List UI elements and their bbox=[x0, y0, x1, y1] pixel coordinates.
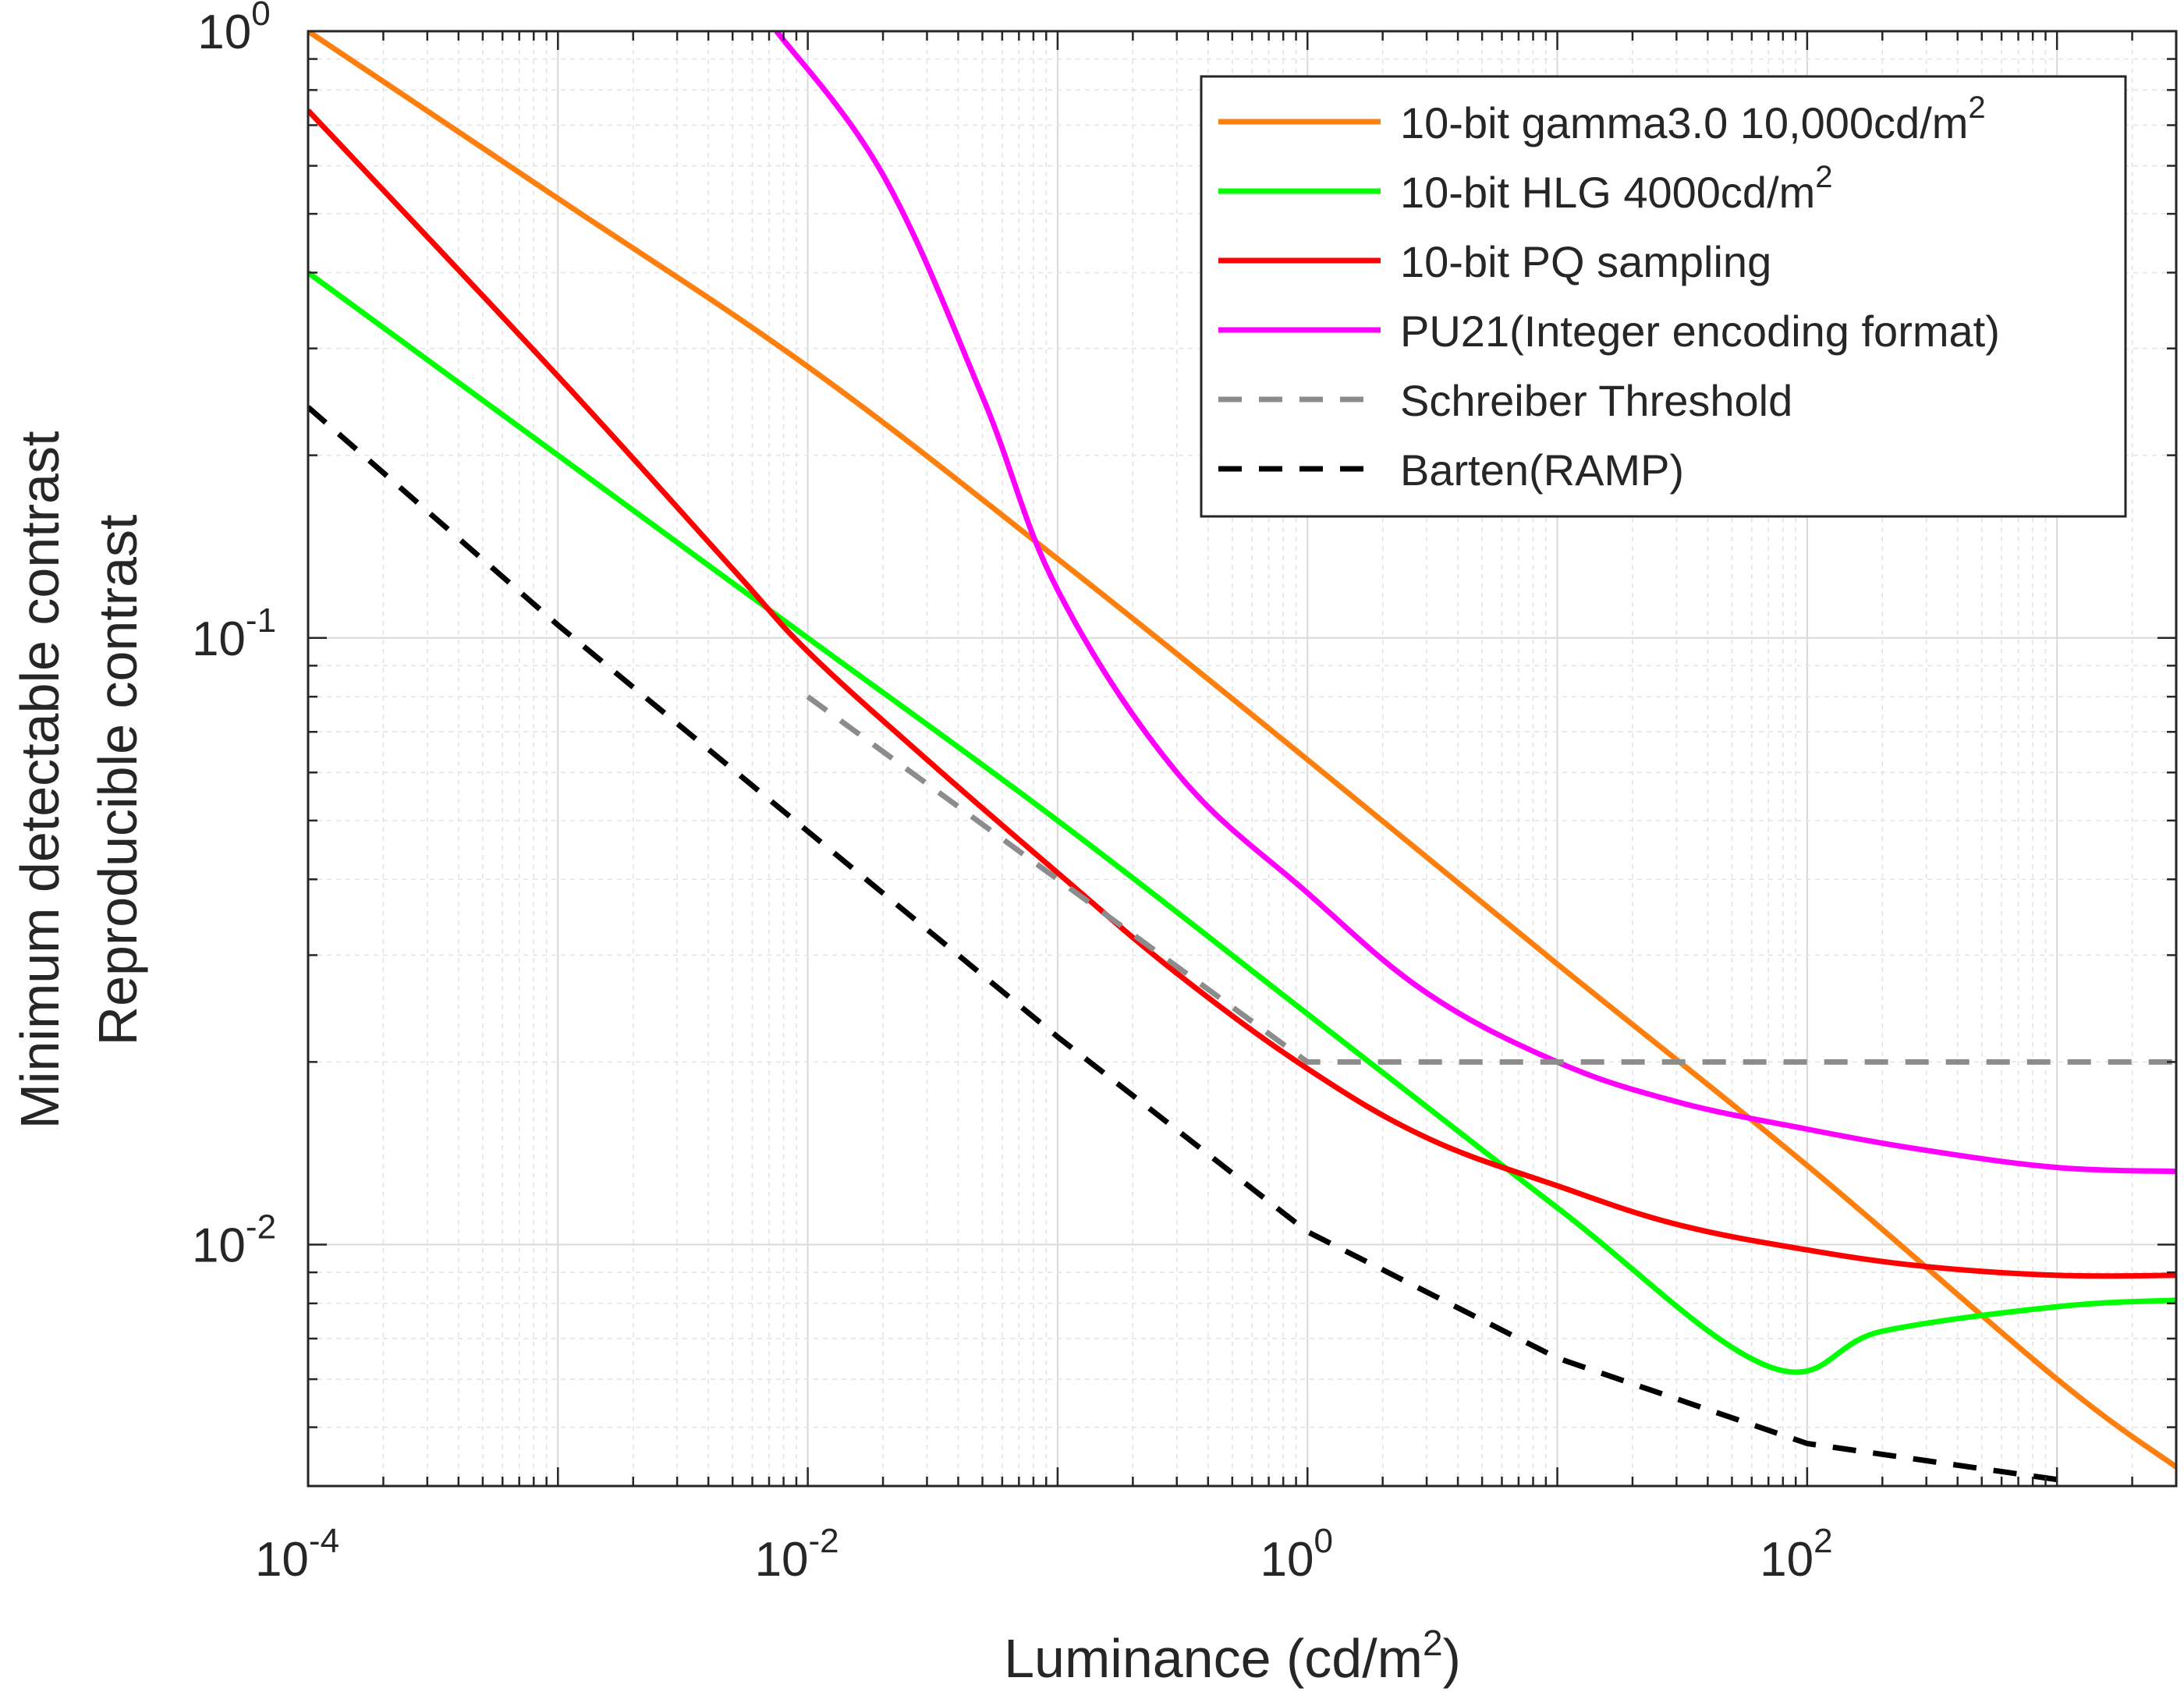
x-tick-label: 100 bbox=[1260, 1522, 1333, 1587]
series-line-schreiber-threshold bbox=[806, 694, 2176, 1065]
x-axis-label: Luminance (cd/m2) bbox=[1004, 1623, 1461, 1689]
series-line-10-bit-hlg-4000cd-m bbox=[308, 270, 2176, 1375]
legend-box bbox=[1200, 75, 2127, 518]
y-tick-label: 100 bbox=[197, 0, 270, 59]
legend-label-pu21-integer-encoding-format: PU21(Integer encoding format) bbox=[1400, 307, 2000, 356]
legend-label-10-bit-gamma3-0-10-000cd-m: 10-bit gamma3.0 10,000cd/m2 bbox=[1400, 90, 1986, 147]
series-layer bbox=[308, 31, 2176, 1483]
series-line-10-bit-pq-sampling bbox=[308, 108, 2176, 1279]
series-line-10-bit-gamma3-0-10-000cd-m bbox=[308, 31, 2176, 1470]
legend-label-10-bit-hlg-4000cd-m: 10-bit HLG 4000cd/m2 bbox=[1400, 160, 1833, 217]
series-line-barten-ramp bbox=[308, 405, 2058, 1483]
axes-box bbox=[307, 30, 2178, 1488]
y-tick-label: 10-2 bbox=[192, 1208, 276, 1273]
x-tick-label: 10-2 bbox=[755, 1522, 839, 1587]
ticks: 10-4 10-2 100 102 100 10-1 10-2 bbox=[192, 0, 2178, 1587]
legend: 10-bit gamma3.0 10,000cd/m2 10-bit HLG 40… bbox=[1200, 75, 2127, 518]
x-tick-label: 10-4 bbox=[255, 1522, 339, 1587]
legend-label-barten-ramp: Barten(RAMP) bbox=[1400, 445, 1684, 495]
y-axis-label-line2: Reproducible contrast bbox=[87, 515, 148, 1046]
legend-label-schreiber-threshold: Schreiber Threshold bbox=[1400, 376, 1792, 425]
legend-label-10-bit-pq-sampling: 10-bit PQ sampling bbox=[1400, 237, 1771, 286]
series-line-pu21-integer-encoding-format bbox=[774, 31, 2176, 1175]
y-tick-label: 10-1 bbox=[192, 601, 276, 666]
y-axis-label-line1: Minimum detectable contrast bbox=[9, 431, 70, 1130]
x-tick-label: 102 bbox=[1760, 1522, 1832, 1587]
